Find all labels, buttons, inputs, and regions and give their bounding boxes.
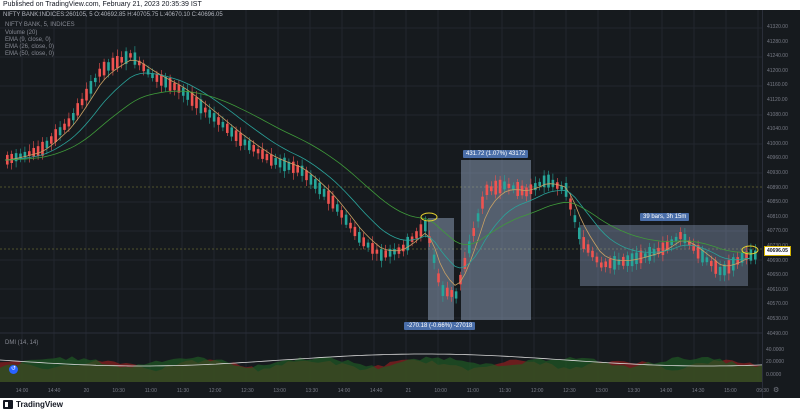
price-tick: 41000.00 [767, 140, 788, 147]
time-tick: 10:30 [112, 388, 125, 394]
gear-icon[interactable]: ⚙ [773, 387, 780, 394]
time-tick: 20 [83, 388, 90, 394]
grid-lines [0, 10, 762, 382]
rise-label: 431.72 (1.07%) 43172 [463, 150, 529, 158]
dmi-tick-40: 40.0000 [766, 347, 785, 353]
price-tick: 40850.00 [767, 199, 788, 206]
price-tick: 40650.00 [767, 272, 788, 279]
time-tick: 14:40 [47, 388, 61, 394]
time-tick: 13:00 [273, 388, 286, 394]
time-tick: 11:00 [144, 388, 157, 394]
candles-svg [0, 10, 763, 382]
time-tick: 11:30 [176, 388, 190, 394]
time-tick: 14:40 [369, 388, 383, 394]
price-tick: 41200.00 [767, 67, 788, 74]
last-price-badge: 40696.05 [764, 246, 791, 256]
legend-ema26[interactable]: EMA (26, close, 0) [5, 44, 55, 50]
tradingview-icon [3, 400, 13, 409]
time-tick: 11:30 [498, 388, 512, 394]
dmi-label: DMI (14, 14) [5, 340, 39, 346]
legend-volume[interactable]: Volume (20) [5, 30, 38, 36]
time-tick: 13:30 [627, 388, 641, 394]
legend-ema9[interactable]: EMA (9, close, 0) [5, 37, 51, 43]
ema-lines [4, 59, 751, 286]
tradingview-logo[interactable]: TradingView [3, 399, 63, 410]
time-tick: 09:30 [756, 388, 769, 394]
legend-symbol: NIFTY BANK, 5, INDICES [5, 22, 75, 28]
time-tick: 12:00 [208, 388, 222, 394]
time-tick: 10:00 [434, 388, 447, 394]
price-tick: 40810.00 [767, 213, 788, 220]
price-tick: 40770.00 [767, 228, 788, 235]
price-tick: 41240.00 [767, 53, 788, 60]
time-tick: 12:30 [563, 388, 576, 394]
price-tick: 40890.00 [767, 184, 788, 191]
price-tick: 40490.00 [767, 330, 788, 337]
highlight-marks [420, 212, 759, 255]
price-tick: 40530.00 [767, 316, 788, 322]
brand-text: TradingView [16, 400, 63, 409]
price-tick: 40930.00 [767, 170, 788, 176]
price-tick: 41320.00 [767, 24, 788, 30]
price-tick: 41120.00 [767, 97, 788, 103]
time-tick: 12:30 [241, 388, 254, 394]
time-tick: 14:00 [15, 388, 29, 394]
time-tick: 21 [405, 388, 412, 394]
candlesticks [6, 46, 757, 304]
time-tick: 14:30 [691, 388, 705, 394]
price-tick: 40690.00 [767, 257, 788, 264]
price-scale[interactable]: 41320.00 41280.00 41240.00 41200.00 41160.00… [762, 10, 800, 398]
legend-ema50[interactable]: EMA (50, close, 0) [5, 51, 55, 57]
price-tick: 41040.00 [767, 126, 788, 133]
footer-bar: TradingView [0, 398, 800, 411]
chart-panel[interactable]: NIFTY BANK:INDICES:260105, 5 O:40692.85 … [0, 10, 800, 398]
dmi-area [0, 353, 763, 382]
price-tick: 40610.00 [767, 286, 788, 293]
price-tick: 41280.00 [767, 38, 788, 45]
price-tick: 40960.00 [767, 155, 788, 162]
dmi-tick-0: 0.0000 [766, 372, 782, 378]
reset-icon[interactable]: ↺ [9, 365, 18, 374]
published-header: Published on TradingView.com, February 2… [0, 0, 800, 10]
dmi-tick-20: 20.0000 [766, 359, 785, 365]
price-tick: 40570.00 [767, 301, 788, 308]
time-tick: 11:00 [466, 388, 479, 394]
time-tick: 14:00 [337, 388, 351, 394]
range-label: 39 bars, 3h 15m [640, 213, 690, 221]
time-tick: 13:30 [305, 388, 319, 394]
price-tick: 41160.00 [767, 82, 788, 89]
drop-label: -270.18 (-0.66%) -27018 [404, 322, 476, 330]
time-tick: 12:00 [530, 388, 544, 394]
quote-line: NIFTY BANK:INDICES:260105, 5 O:40692.85 … [3, 12, 223, 18]
price-tick: 41080.00 [767, 111, 788, 118]
time-tick: 14:00 [659, 388, 673, 394]
time-tick: 13:00 [595, 388, 608, 394]
time-tick: 15:00 [724, 388, 737, 394]
